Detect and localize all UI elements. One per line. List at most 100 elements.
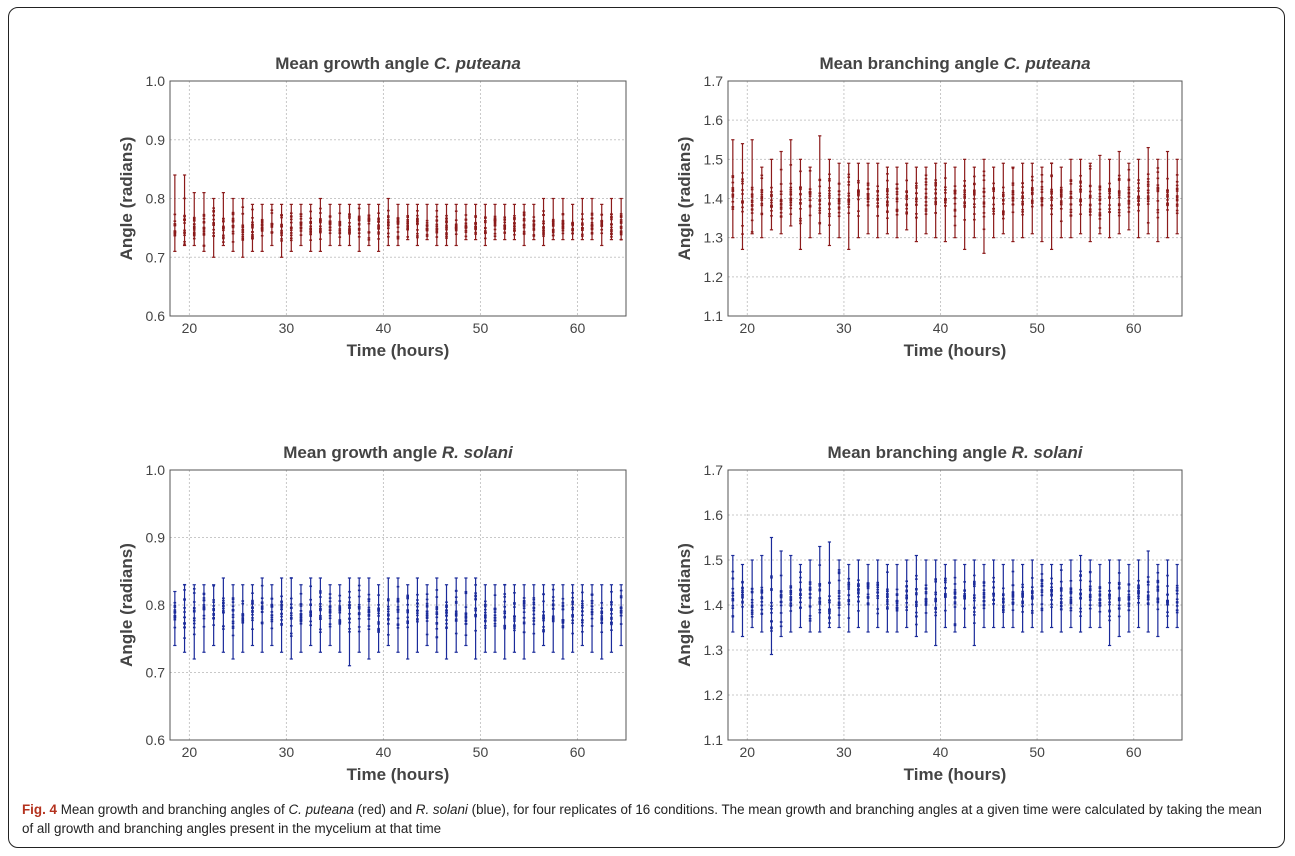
- data-point: [1059, 597, 1063, 600]
- data-point: [1098, 605, 1102, 607]
- data-point: [1108, 182, 1111, 185]
- data-point: [1156, 184, 1160, 186]
- data-point: [464, 229, 468, 232]
- data-point: [551, 230, 555, 233]
- data-point: [837, 579, 841, 582]
- data-point: [750, 588, 754, 590]
- data-point: [1137, 584, 1140, 587]
- data-point: [406, 621, 410, 623]
- data-point: [973, 183, 976, 185]
- data-point: [857, 181, 860, 184]
- y-axis-label: Angle (radians): [117, 137, 136, 261]
- data-point: [319, 220, 322, 223]
- data-bar: [328, 203, 332, 247]
- data-point: [895, 609, 899, 612]
- data-point: [202, 617, 206, 620]
- data-bar: [173, 174, 177, 252]
- data-point: [886, 190, 889, 193]
- data-point: [953, 208, 957, 211]
- data-point: [1088, 593, 1092, 596]
- data-point: [289, 232, 293, 234]
- data-point: [1011, 197, 1015, 200]
- data-point: [416, 222, 419, 225]
- data-point: [348, 231, 351, 234]
- data-point: [590, 625, 594, 627]
- data-point: [454, 610, 458, 613]
- data-point: [1127, 584, 1131, 586]
- data-point: [377, 621, 380, 623]
- data-point: [982, 584, 986, 587]
- data-point: [847, 617, 851, 619]
- data-point: [1079, 182, 1082, 184]
- data-point: [731, 187, 735, 189]
- data-point: [944, 189, 947, 191]
- data-point: [1175, 601, 1179, 604]
- data-point: [619, 614, 623, 617]
- data-point: [241, 239, 245, 241]
- data-bar: [376, 203, 381, 252]
- data-bar: [289, 577, 293, 660]
- data-point: [1108, 195, 1111, 198]
- data-point: [934, 181, 937, 184]
- data-point: [260, 229, 264, 231]
- data-point: [1098, 198, 1102, 201]
- data-point: [289, 227, 293, 229]
- data-point: [982, 215, 986, 218]
- data-point: [982, 205, 986, 208]
- data-point: [319, 231, 322, 234]
- data-point: [1108, 192, 1111, 195]
- data-point: [357, 617, 361, 620]
- data-point: [1127, 598, 1131, 600]
- data-point: [532, 620, 536, 622]
- data-point: [779, 590, 783, 592]
- data-point: [386, 232, 390, 235]
- data-point: [338, 224, 342, 227]
- data-point: [1050, 586, 1053, 589]
- data-point: [484, 232, 487, 235]
- data-point: [542, 230, 545, 232]
- data-point: [1098, 599, 1102, 602]
- data-point: [992, 203, 995, 206]
- data-point: [808, 583, 812, 585]
- data-point: [992, 592, 995, 595]
- data-point: [963, 201, 966, 203]
- data-point: [251, 208, 254, 211]
- data-point: [992, 210, 995, 213]
- data-point: [610, 216, 613, 219]
- data-point: [484, 627, 487, 629]
- data-point: [396, 624, 400, 627]
- data-point: [905, 196, 909, 198]
- data-point: [319, 616, 322, 619]
- data-point: [581, 235, 584, 237]
- data-point: [847, 598, 851, 601]
- data-point: [192, 217, 196, 220]
- data-point: [542, 626, 545, 628]
- data-point: [231, 220, 235, 223]
- data-point: [982, 589, 986, 591]
- data-point: [260, 601, 264, 603]
- data-point: [963, 581, 966, 583]
- data-point: [396, 608, 400, 611]
- data-point: [1156, 171, 1160, 173]
- data-bar: [493, 203, 497, 241]
- data-bar: [609, 584, 614, 653]
- data-point: [551, 615, 555, 618]
- data-point: [1069, 196, 1073, 198]
- data-point: [905, 212, 909, 215]
- data-point: [837, 590, 841, 592]
- data-bar: [580, 584, 584, 647]
- data-point: [173, 614, 177, 617]
- data-point: [474, 231, 477, 234]
- data-point: [280, 619, 283, 621]
- data-point: [1059, 605, 1063, 608]
- data-point: [319, 609, 322, 612]
- data-point: [905, 203, 909, 206]
- data-bar: [1156, 158, 1160, 243]
- data-point: [1040, 582, 1044, 585]
- data-point: [1040, 579, 1044, 582]
- data-point: [542, 593, 545, 596]
- data-point: [328, 612, 332, 614]
- data-point: [299, 226, 303, 229]
- data-point: [1127, 590, 1131, 592]
- data-point: [944, 594, 947, 597]
